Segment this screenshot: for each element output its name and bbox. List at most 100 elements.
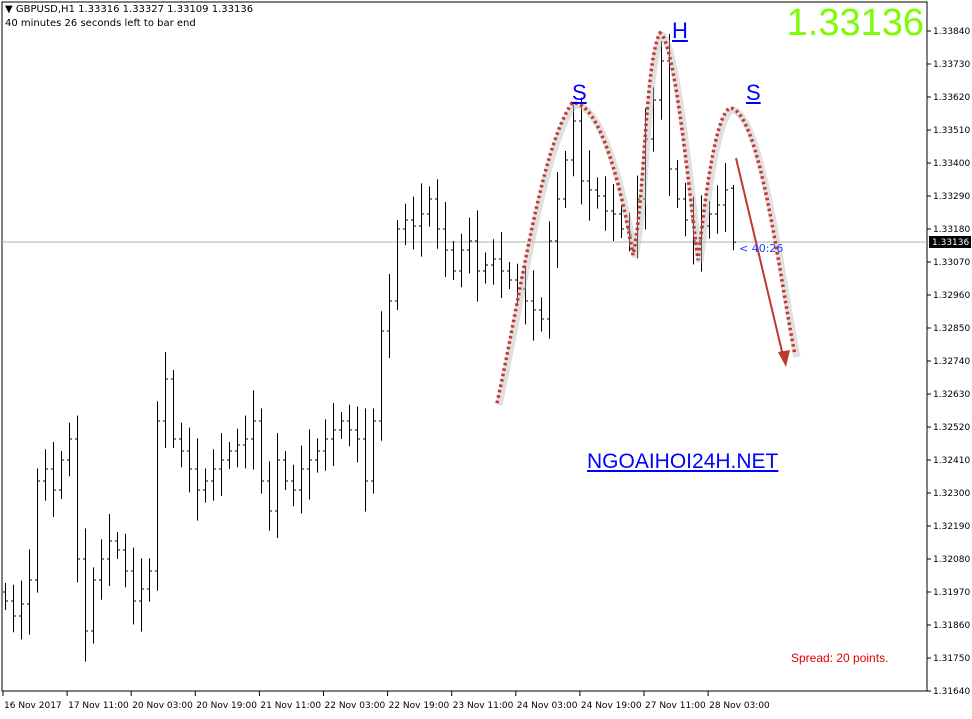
time-axis: 16 Nov 2017 17 Nov 11:00 20 Nov 03:00 20 No… bbox=[2, 691, 770, 711]
ohlc-bar bbox=[35, 468, 40, 593]
y-tick-label: 1.32300 bbox=[933, 489, 970, 499]
head-and-shoulders-curve bbox=[495, 30, 801, 406]
ohlc-bar bbox=[275, 433, 280, 538]
ohlc-bar bbox=[123, 533, 128, 588]
ohlc-bar bbox=[307, 429, 312, 500]
ohlc-bar bbox=[147, 558, 152, 602]
ohlc-bar bbox=[131, 547, 136, 625]
ohlc-bar bbox=[11, 584, 16, 633]
ohlc-bar bbox=[659, 41, 664, 120]
ohlc-bar bbox=[723, 163, 728, 232]
ohlc-bar bbox=[219, 433, 224, 496]
x-tick-label: 24 Nov 19:00 bbox=[581, 701, 642, 711]
x-tick-label: 17 Nov 11:00 bbox=[68, 701, 129, 711]
ohlc-bar bbox=[419, 183, 424, 257]
ohlc-bar bbox=[603, 176, 608, 231]
y-tick-label: 1.33400 bbox=[933, 159, 970, 169]
y-tick-label: 1.31860 bbox=[933, 621, 970, 631]
x-tick-label: 22 Nov 03:00 bbox=[325, 701, 386, 711]
ohlc-bar bbox=[323, 419, 328, 471]
ohlc-bar bbox=[259, 408, 264, 494]
ohlc-bar bbox=[571, 104, 576, 177]
ohlc-readout: GBPUSD,H1 1.33316 1.33327 1.33109 1.3313… bbox=[15, 4, 254, 15]
ohlc-bar bbox=[243, 415, 248, 469]
y-tick-label: 1.33620 bbox=[933, 93, 970, 103]
current-price-tag-text: 1.33136 bbox=[932, 238, 969, 248]
current-price-tag bbox=[929, 236, 971, 248]
x-tick-label: 27 Nov 11:00 bbox=[645, 701, 706, 711]
ohlc-bar bbox=[363, 408, 368, 512]
ohlc-bar bbox=[67, 422, 72, 477]
ohlc-bar bbox=[355, 406, 360, 463]
ohlc-bar bbox=[299, 445, 304, 514]
ohlc-bar bbox=[403, 203, 408, 246]
ohlc-bar bbox=[547, 221, 552, 339]
bar-countdown: < 40:26 bbox=[739, 242, 784, 255]
ohlc-bar bbox=[107, 514, 112, 586]
ohlc-bar bbox=[459, 233, 464, 288]
ohlc-bar bbox=[715, 185, 720, 234]
ohlc-bar bbox=[675, 160, 680, 208]
ohlc-bar bbox=[707, 201, 712, 239]
ohlc-bar bbox=[579, 97, 584, 205]
ohlc-bar bbox=[283, 451, 288, 490]
ohlc-bar bbox=[99, 539, 104, 600]
y-tick-label: 1.32850 bbox=[933, 324, 970, 334]
ohlc-bar bbox=[347, 404, 352, 447]
x-tick-label: 24 Nov 03:00 bbox=[517, 701, 578, 711]
ohlc-bar bbox=[187, 427, 192, 493]
y-tick-label: 1.32630 bbox=[933, 390, 970, 400]
y-tick-label: 1.32520 bbox=[933, 423, 970, 433]
ohlc-bar bbox=[531, 270, 536, 341]
spread-text: Spread: 20 points. bbox=[791, 651, 889, 665]
ohlc-bar bbox=[91, 567, 96, 644]
ohlc-bar bbox=[683, 182, 688, 237]
ohlc-bar bbox=[251, 390, 256, 470]
y-tick-label: 1.33290 bbox=[933, 192, 970, 202]
ohlc-bar bbox=[171, 370, 176, 448]
ohlc-bar bbox=[51, 442, 56, 517]
big-price: 1.33136 bbox=[786, 2, 924, 44]
y-tick-label: 1.33840 bbox=[933, 27, 970, 37]
ohlc-bar bbox=[555, 172, 560, 268]
head-label: H bbox=[672, 18, 688, 43]
ohlc-bar bbox=[291, 464, 296, 507]
ohlc-bar bbox=[691, 196, 696, 265]
down-arrow bbox=[735, 157, 790, 367]
ohlc-bar bbox=[539, 297, 544, 332]
x-tick-label: 28 Nov 03:00 bbox=[709, 701, 770, 711]
ohlc-bar bbox=[139, 558, 144, 632]
ohlc-bar bbox=[435, 179, 440, 249]
ohlc-bar bbox=[235, 428, 240, 468]
price-axis: 1.33840 1.33730 1.33620 1.33510 1.33400 1.332… bbox=[927, 27, 970, 697]
ohlc-bar bbox=[643, 108, 648, 230]
left-shoulder-label: S bbox=[572, 80, 587, 105]
y-tick-label: 1.33180 bbox=[933, 225, 970, 235]
watermark-link[interactable]: NGOAIHOI24H.NET bbox=[587, 450, 779, 473]
ohlc-bar bbox=[523, 265, 528, 325]
y-tick-label: 1.31970 bbox=[933, 588, 970, 598]
y-tick-label: 1.32080 bbox=[933, 555, 970, 565]
ohlc-bar bbox=[331, 403, 336, 466]
x-tick-label: 22 Nov 19:00 bbox=[389, 701, 450, 711]
y-tick-label: 1.31640 bbox=[933, 687, 970, 697]
ohlc-bar bbox=[371, 408, 376, 494]
y-tick-label: 1.33730 bbox=[933, 60, 970, 70]
ohlc-bar bbox=[19, 580, 24, 640]
ohlc-bar bbox=[667, 34, 672, 196]
y-tick-label: 1.32410 bbox=[933, 456, 970, 466]
ohlc-bar bbox=[211, 449, 216, 501]
ohlc-bar bbox=[75, 415, 80, 583]
ohlc-bar bbox=[587, 150, 592, 221]
y-tick-label: 1.32190 bbox=[933, 522, 970, 532]
ohlc-bar bbox=[451, 241, 456, 280]
ohlc-bar bbox=[611, 184, 616, 241]
plot-frame bbox=[1, 1, 928, 692]
ohlc-bar bbox=[315, 438, 320, 473]
y-tick-label: 1.32740 bbox=[933, 357, 970, 367]
ohlc-bars bbox=[3, 34, 736, 662]
ohlc-bar bbox=[59, 451, 64, 499]
ohlc-bar bbox=[203, 468, 208, 503]
